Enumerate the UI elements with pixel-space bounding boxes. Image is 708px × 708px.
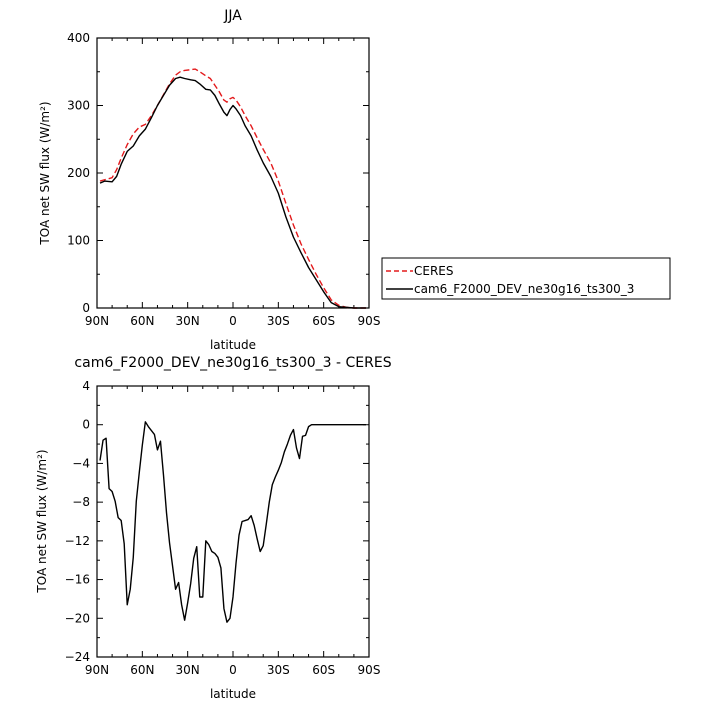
top-y-tick-label: 200 — [67, 166, 90, 180]
legend-label-ceres: CERES — [414, 264, 454, 278]
bottom-y-tick-label: −8 — [72, 495, 90, 509]
top-series-line-cam6-f2000-dev-ne30g16-ts300-3 — [99, 76, 366, 309]
top-x-tick-label: 60N — [130, 314, 154, 328]
top-x-tick-label: 0 — [229, 314, 237, 328]
bottom-y-tick-label: −20 — [65, 611, 90, 625]
bottom-series-lines — [99, 421, 366, 623]
bottom-chart-title: cam6_F2000_DEV_ne30g16_ts300_3 - CERES — [74, 355, 391, 371]
top-x-tick-label: 90S — [358, 314, 381, 328]
bottom-x-tick-label: 60S — [312, 663, 335, 677]
bottom-y-axis-label: TOA net SW flux (W/m²) — [35, 449, 49, 593]
bottom-x-tick-label: 30S — [267, 663, 290, 677]
top-y-tick-label: 400 — [67, 31, 90, 45]
bottom-plot-frame — [96, 385, 370, 658]
top-y-axis-label: TOA net SW flux (W/m²) — [38, 101, 52, 245]
bottom-x-axis-label: latitude — [210, 687, 256, 701]
top-series-line-ceres — [99, 68, 366, 309]
top-axis-ticks: 90N 60N 30N 0 30S 60S 90S 0 100 200 300 400 — [67, 31, 380, 328]
top-x-tick-label: 30S — [267, 314, 290, 328]
top-x-tick-label: 60S — [312, 314, 335, 328]
top-x-axis-label: latitude — [210, 338, 256, 352]
bottom-x-tick-label: 60N — [130, 663, 154, 677]
bottom-y-tick-label: −16 — [65, 573, 90, 587]
bottom-series-line-0 — [99, 421, 366, 623]
top-series-lines — [99, 68, 366, 309]
top-x-tick-label: 30N — [176, 314, 200, 328]
bottom-y-tick-label: 0 — [82, 418, 90, 432]
top-x-tick-label: 90N — [85, 314, 109, 328]
bottom-panel: cam6_F2000_DEV_ne30g16_ts300_3 - CERES 9… — [35, 355, 392, 701]
top-chart-title: JJA — [223, 8, 242, 24]
top-y-tick-label: 100 — [67, 234, 90, 248]
bottom-y-tick-label: −4 — [72, 456, 90, 470]
bottom-x-tick-label: 90S — [358, 663, 381, 677]
bottom-y-tick-label: −24 — [65, 650, 90, 664]
bottom-x-tick-label: 30N — [176, 663, 200, 677]
legend-box — [381, 257, 671, 300]
bottom-y-tick-label: −12 — [65, 534, 90, 548]
bottom-x-tick-label: 0 — [229, 663, 237, 677]
top-panel: JJA 90N 60N 30N 0 30S 60S 90S 0 100 200 300 400 lat… — [38, 8, 380, 352]
top-y-tick-label: 300 — [67, 99, 90, 113]
bottom-y-tick-label: 4 — [82, 379, 90, 393]
legend-label-model: cam6_F2000_DEV_ne30g16_ts300_3 — [414, 282, 634, 296]
top-plot-frame — [96, 37, 370, 309]
bottom-axis-ticks: 90N 60N 30N 0 30S 60S 90S 4 0 −4 −8 −12 −16 −20 −24 — [65, 379, 381, 677]
bottom-x-tick-label: 90N — [85, 663, 109, 677]
legend: CERES cam6_F2000_DEV_ne30g16_ts300_3 — [381, 257, 671, 300]
top-y-tick-label: 0 — [82, 301, 90, 315]
